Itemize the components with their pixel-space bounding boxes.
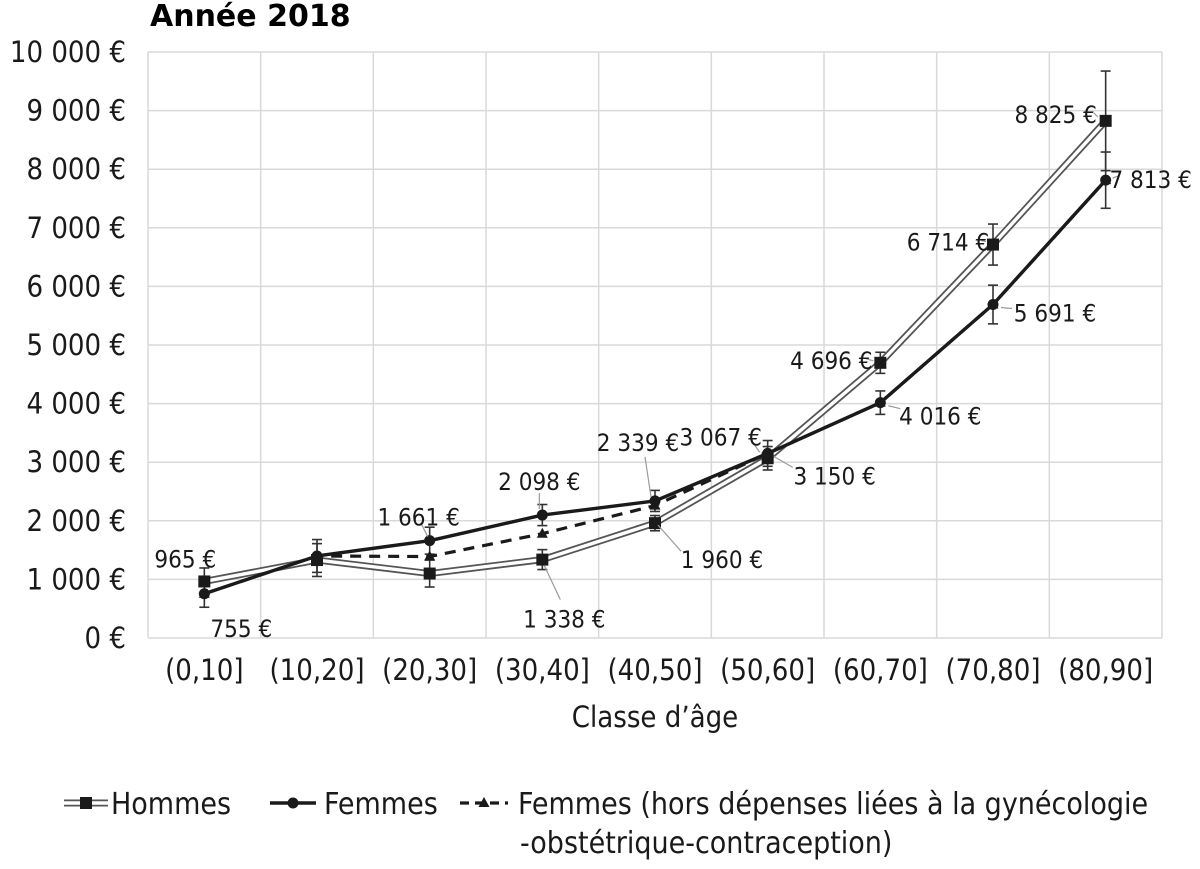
data-label: 5 691 €: [1014, 300, 1096, 328]
data-label: 1 338 €: [523, 606, 605, 634]
legend-femmes-hors-label: Femmes (hors dépenses liées à la gynécol…: [518, 787, 1148, 822]
femmes-point: [987, 299, 999, 311]
legend-femmes-hors-label-line2: -obstétrique-contraception): [520, 826, 892, 861]
data-labels: 965 € 755 € 1 661 € 2 098 € 1 338 € 2 339 € 1 …: [154, 101, 1191, 643]
data-label: 4 016 €: [899, 403, 981, 431]
hommes-point: [874, 356, 887, 369]
data-label: 965 €: [154, 545, 216, 573]
label-leader: [1000, 306, 1013, 310]
y-tick-label: 10 000 €: [10, 35, 126, 69]
series-layer: [198, 70, 1112, 609]
femmes-point: [424, 535, 436, 547]
hommes-line-outline: [203, 118, 1109, 585]
label-leader: [752, 441, 761, 453]
hommes-error-bars: [199, 70, 1111, 596]
hommes-point: [649, 517, 661, 530]
data-label: 2 339 €: [597, 429, 679, 457]
femmes-point: [649, 495, 661, 507]
label-leader: [644, 456, 652, 498]
femmes-error-bars: [199, 151, 1111, 609]
legend-hommes-marker: [80, 797, 92, 809]
femmes-point: [311, 550, 323, 562]
x-axis-ticks: (0,10] (10,20] (20,30] (30,40] (40,50] (50,60…: [165, 653, 1153, 687]
legend-femmes-hors-marker: [478, 797, 490, 807]
label-leader: [773, 455, 793, 468]
femmes-point: [762, 447, 774, 459]
x-tick-label: (10,20]: [269, 653, 364, 687]
y-tick-label: 7 000 €: [26, 211, 126, 245]
x-axis-title: Classe d’âge: [572, 700, 738, 734]
label-leader: [543, 565, 561, 600]
x-tick-label: (50,60]: [720, 653, 815, 687]
y-tick-label: 1 000 €: [26, 562, 126, 596]
legend-hommes-label: Hommes: [111, 787, 231, 822]
x-tick-label: (40,50]: [607, 653, 702, 687]
gridlines: [147, 51, 1163, 639]
y-tick-label: 2 000 €: [26, 504, 126, 538]
hommes-point: [423, 567, 436, 580]
femmes-point: [874, 397, 886, 409]
y-axis-ticks: 0 € 1 000 € 2 000 € 3 000 € 4 000 € 5 000 € 6 …: [10, 35, 126, 655]
y-tick-label: 8 000 €: [26, 152, 126, 186]
femmes-hors-point: [424, 550, 436, 561]
x-tick-label: (70,80]: [945, 653, 1040, 687]
y-tick-label: 0 €: [85, 621, 126, 655]
data-label: 4 696 €: [790, 347, 872, 375]
femmes-hors-point: [536, 527, 548, 538]
label-leader: [1093, 112, 1099, 118]
label-leader: [866, 358, 874, 362]
y-tick-label: 4 000 €: [26, 387, 126, 421]
y-tick-label: 6 000 €: [26, 269, 126, 303]
femmes-point: [198, 588, 210, 600]
legend-femmes-marker: [287, 797, 299, 809]
y-tick-label: 9 000 €: [26, 94, 126, 128]
x-tick-label: (60,70]: [833, 653, 928, 687]
hommes-point: [987, 238, 999, 251]
legend: Hommes Femmes Femmes (hors dépenses liées …: [64, 787, 1148, 861]
chart-title: Année 2018: [150, 0, 351, 34]
femmes-point: [536, 509, 548, 521]
data-label: 7 813 €: [1109, 166, 1191, 194]
x-tick-label: (0,10]: [165, 653, 243, 687]
x-tick-label: (20,30]: [382, 653, 477, 687]
label-leader: [420, 522, 429, 537]
hommes-point: [1099, 114, 1112, 127]
data-label: 1 960 €: [681, 546, 763, 574]
data-label: 1 661 €: [377, 504, 459, 532]
label-leader: [1112, 175, 1118, 179]
hommes-point: [198, 575, 211, 588]
data-label: 6 714 €: [907, 229, 989, 257]
label-leader: [980, 239, 987, 243]
label-leader: [657, 524, 682, 552]
data-label: 755 €: [210, 615, 272, 643]
x-tick-label: (80,90]: [1058, 653, 1153, 687]
x-tick-label: (30,40]: [495, 653, 590, 687]
data-label: 3 067 €: [679, 423, 761, 451]
data-label: 2 098 €: [498, 468, 580, 496]
y-tick-label: 5 000 €: [26, 328, 126, 362]
legend-femmes-label: Femmes: [324, 787, 438, 822]
label-leader: [888, 405, 901, 410]
hommes-point: [536, 553, 549, 566]
y-tick-label: 3 000 €: [26, 445, 126, 479]
data-label: 8 825 €: [1014, 101, 1096, 129]
hommes-line: [204, 119, 1107, 584]
femmes-point: [1100, 174, 1112, 186]
data-label: 3 150 €: [793, 462, 875, 490]
